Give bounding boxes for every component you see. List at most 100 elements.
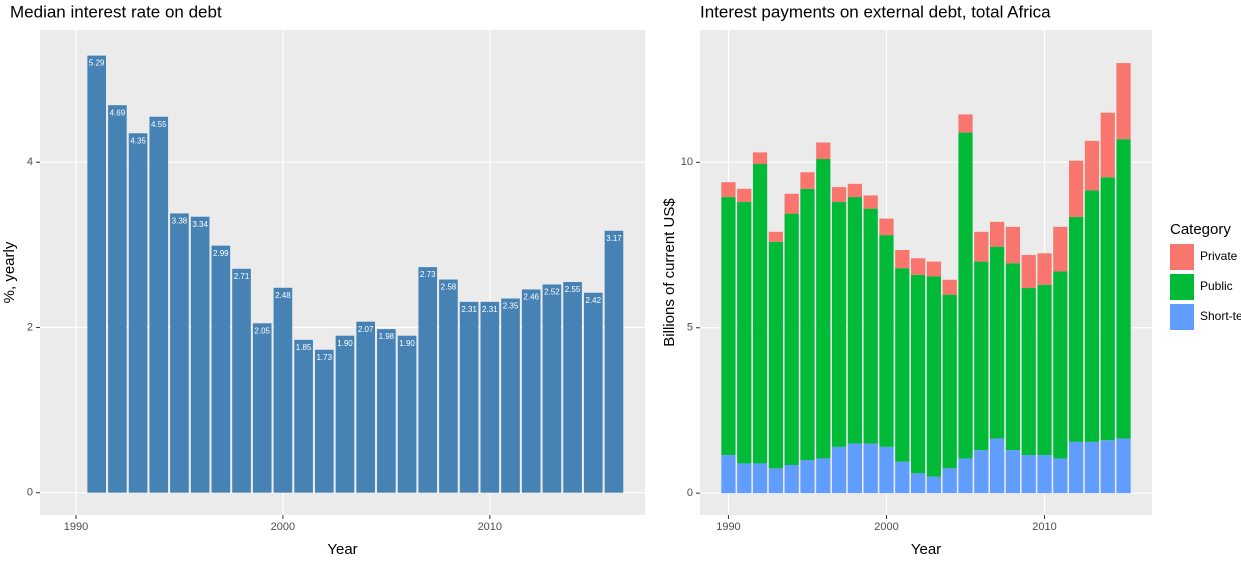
bar-segment: [1005, 226, 1021, 264]
bar-segment: [721, 197, 736, 456]
bar-segment: [1021, 455, 1036, 494]
value-label: 4.35: [130, 136, 146, 145]
bar: [294, 339, 313, 493]
x-tick-label: 1990: [716, 521, 740, 533]
bar-segment: [1116, 63, 1131, 140]
bar: [190, 216, 210, 493]
bar-segment: [910, 473, 926, 494]
bar: [397, 335, 417, 493]
value-label: 4.69: [110, 108, 126, 117]
bar: [314, 349, 334, 493]
bar-segment: [1053, 458, 1068, 494]
bar: [232, 268, 251, 493]
legend-label: Private: [1200, 249, 1238, 263]
bar-segment: [990, 246, 1005, 439]
bar-segment: [1100, 440, 1115, 494]
bar-segment: [1005, 450, 1021, 494]
bar-segment: [926, 276, 942, 477]
bar-segment: [847, 443, 862, 494]
x-tick-label: 2010: [1032, 521, 1056, 533]
bar-segment: [1037, 284, 1052, 456]
bar-segment: [1037, 455, 1052, 494]
x-axis-title: Year: [911, 541, 941, 558]
value-label: 2.07: [358, 325, 374, 334]
value-label: 4.55: [151, 120, 167, 129]
bar-segment: [800, 460, 815, 494]
bar-segment: [879, 218, 894, 236]
value-label: 2.42: [585, 296, 601, 305]
bar-segment: [816, 142, 831, 160]
value-label: 1.73: [317, 353, 333, 362]
bar-segment: [847, 183, 862, 198]
bar-segment: [752, 463, 768, 494]
legend-label: Short-term: [1200, 309, 1241, 323]
value-label: 1.90: [399, 339, 415, 348]
bar: [542, 284, 562, 493]
bar: [563, 282, 582, 493]
bar-segment: [800, 172, 815, 189]
chart-title: Median interest rate on debt: [10, 2, 222, 21]
bar-segment: [1069, 216, 1084, 442]
value-label: 2.71: [234, 272, 250, 281]
x-tick-label: 1990: [64, 521, 88, 533]
bar: [128, 133, 148, 493]
bar: [439, 279, 458, 493]
bar: [501, 298, 520, 493]
value-label: 3.34: [192, 220, 208, 229]
bar: [604, 230, 624, 493]
bar-segment: [942, 294, 957, 469]
y-tick-label: 0: [27, 487, 33, 499]
x-tick-label: 2000: [271, 521, 295, 533]
bar-segment: [942, 468, 957, 494]
bar-segment: [958, 114, 973, 133]
y-tick-label: 0: [687, 487, 693, 499]
bar: [418, 267, 438, 493]
bar-segment: [737, 463, 752, 494]
value-label: 2.05: [254, 326, 270, 335]
value-label: 2.31: [482, 305, 498, 314]
bar-segment: [800, 188, 815, 461]
y-tick-label: 5: [687, 322, 693, 334]
bar-segment: [1021, 288, 1036, 456]
legend-swatch: [1170, 274, 1194, 300]
bar-segment: [721, 182, 736, 198]
bar-segment: [768, 241, 783, 469]
bar-segment: [926, 476, 942, 494]
bar-segment: [816, 458, 831, 494]
bar: [377, 329, 396, 493]
bar-segment: [1021, 254, 1036, 289]
y-axis-title: %, yearly: [1, 241, 18, 303]
bar-segment: [1084, 140, 1100, 191]
bar: [108, 105, 127, 493]
value-label: 5.29: [89, 59, 105, 68]
bar-segment: [958, 458, 973, 494]
bar-segment: [974, 231, 989, 262]
bar-segment: [895, 268, 910, 462]
x-axis-title: Year: [327, 541, 357, 558]
bar-segment: [768, 231, 783, 242]
x-tick-label: 2010: [478, 521, 502, 533]
bar-segment: [784, 213, 799, 466]
value-label: 1.98: [379, 332, 395, 341]
bar-segment: [737, 188, 752, 203]
bar-segment: [974, 261, 989, 451]
y-tick-label: 10: [681, 156, 693, 168]
bar-segment: [768, 468, 783, 494]
value-label: 2.73: [420, 270, 436, 279]
bar-segment: [895, 461, 910, 494]
bar: [87, 55, 107, 493]
value-label: 2.31: [461, 305, 477, 314]
bar-segment: [1100, 112, 1115, 178]
bar-segment: [721, 455, 736, 494]
bar-segment: [1116, 438, 1131, 494]
bar: [273, 287, 293, 493]
legend-label: Public: [1200, 279, 1233, 293]
y-axis-title: Billions of current US$: [661, 198, 678, 347]
bar-segment: [863, 195, 878, 209]
x-tick-label: 2000: [874, 521, 898, 533]
bar-segment: [990, 221, 1005, 247]
bar-segment: [863, 443, 878, 494]
chart-title: Interest payments on external debt, tota…: [700, 2, 1051, 21]
bar-segment: [1069, 160, 1084, 217]
value-label: 2.99: [213, 249, 229, 258]
